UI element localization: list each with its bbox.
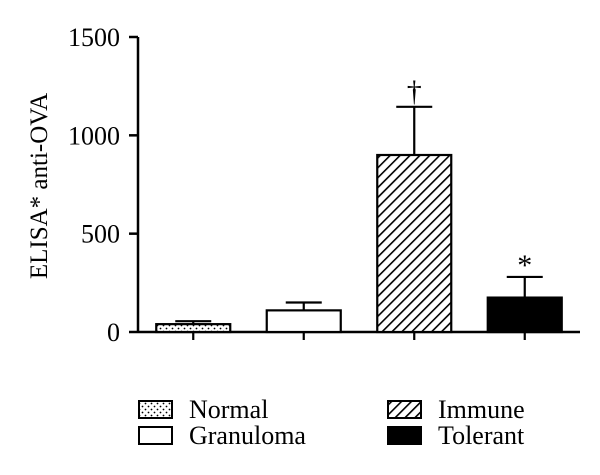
significance-marker-tolerant: * (517, 249, 532, 282)
legend-swatch-tolerant (387, 426, 422, 445)
legend-label-granuloma: Granuloma (189, 421, 306, 450)
y-tick-label: 1500 (68, 23, 120, 52)
x-axis (138, 330, 580, 340)
legend-swatch-immune (387, 400, 422, 419)
bars-group: †* (155, 75, 563, 334)
bar-tolerant (486, 296, 563, 334)
significance-marker-immune: † (407, 75, 422, 108)
y-axis-label: ELISA* anti-OVA (26, 93, 53, 279)
bar-normal (155, 323, 232, 334)
y-tick-label: 500 (81, 220, 120, 249)
legend-label-normal: Normal (189, 395, 268, 424)
legend-label-tolerant: Tolerant (438, 421, 525, 450)
legend-swatch-normal (138, 400, 173, 419)
bar-granuloma (265, 309, 342, 334)
legend-label-immune: Immune (438, 395, 525, 424)
y-tick-label: 0 (107, 318, 120, 347)
y-axis: 0 500 1000 1500 (68, 23, 140, 347)
legend-swatch-granuloma (138, 426, 173, 445)
y-tick-label: 1000 (68, 121, 120, 150)
bar-immune (376, 153, 453, 334)
